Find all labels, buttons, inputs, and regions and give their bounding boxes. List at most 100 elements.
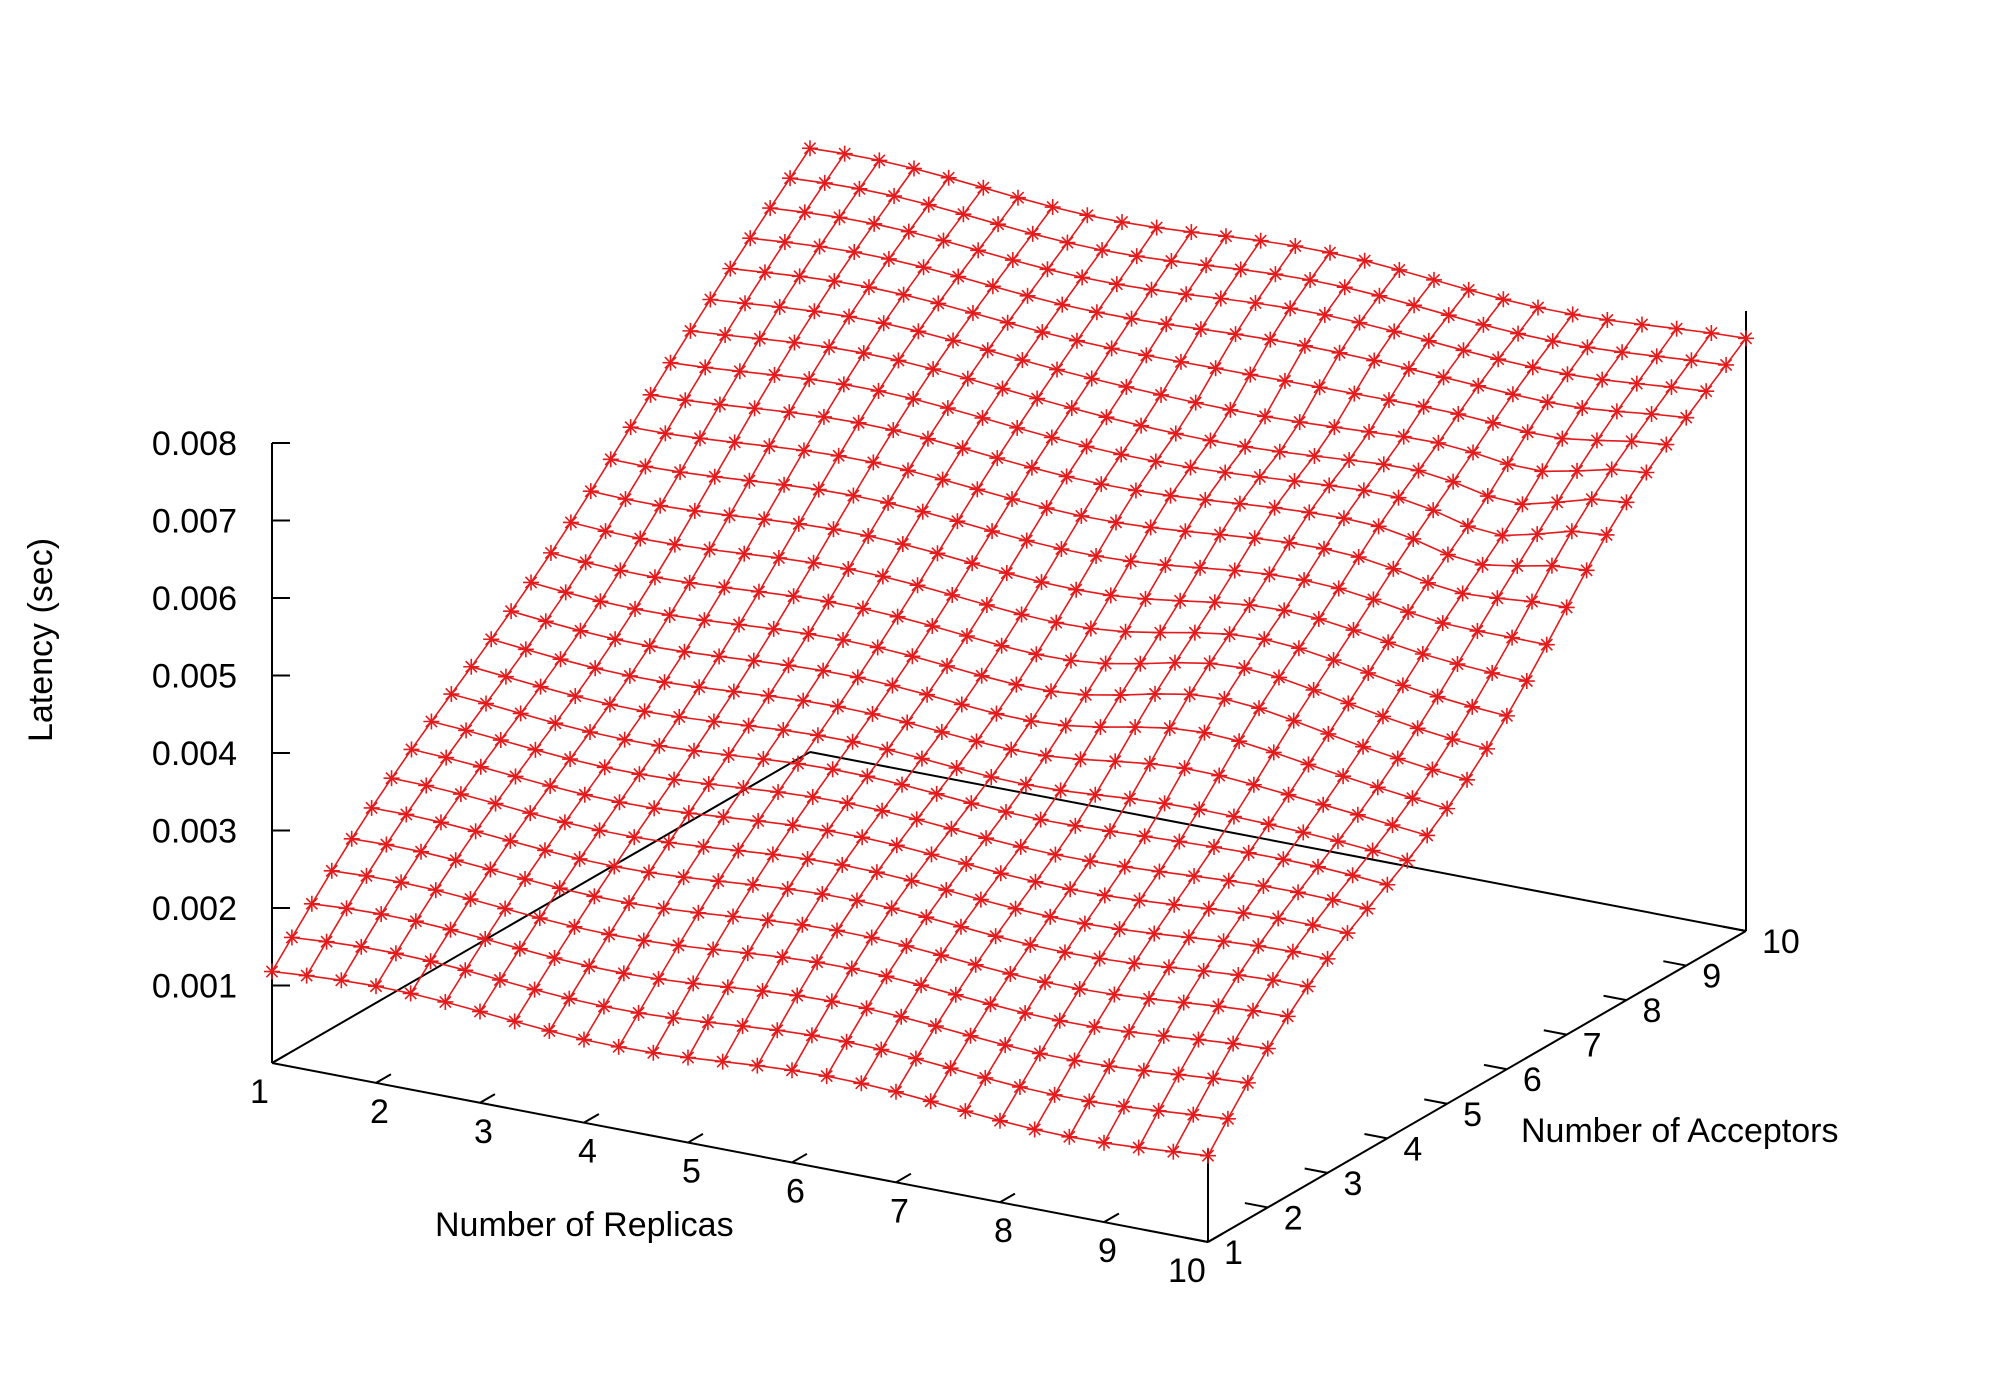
data-point [477,931,494,948]
mesh-line-replicas-20 [964,298,1504,1112]
data-point [507,768,524,785]
data-point [993,637,1010,654]
data-point [587,660,604,677]
data-point [1137,590,1154,607]
data-point [1158,316,1175,333]
data-point [809,954,826,971]
data-point [775,722,792,739]
data-point [947,986,964,1003]
data-point [1460,281,1477,298]
data-point [1201,655,1218,672]
data-point [957,1103,974,1120]
data-point [691,679,708,696]
mesh-line-replicas-1 [306,153,846,977]
data-point [577,554,594,571]
data-point [969,481,986,498]
z-tick-label: 0.001 [152,968,237,1006]
data-point [979,342,996,359]
data-point [1530,299,1546,316]
data-point [795,692,812,709]
data-point [1092,719,1109,736]
x-axis-label: Number of Replicas [435,1206,734,1244]
data-point [913,977,930,994]
data-point [1182,459,1199,476]
data-point [802,140,818,157]
data-point [845,487,862,504]
data-point [791,268,808,285]
data-point [1037,974,1054,991]
mesh-line-acceptors-1 [291,936,1228,1120]
data-point [1563,523,1580,540]
data-point [1155,1027,1172,1044]
data-point [841,308,858,325]
data-point [1386,323,1403,340]
x-tick [1103,1212,1120,1223]
data-point [1310,858,1326,875]
data-point [1439,546,1456,563]
data-point [596,759,613,776]
data-point [705,713,722,730]
data-point [681,574,698,591]
data-point [1663,379,1680,396]
data-point [1399,852,1416,869]
x-tick-label: 6 [786,1172,805,1210]
data-point [1628,375,1645,392]
data-point [472,1003,488,1020]
data-point [1012,838,1029,855]
data-point [740,717,757,734]
x-tick [895,1172,912,1184]
mesh-line-acceptors-5 [371,807,1308,988]
x-tick [271,1053,288,1064]
data-point [1057,717,1074,734]
data-point [1524,593,1540,610]
data-point [1406,297,1423,314]
data-point [1504,629,1521,646]
mesh-line-replicas-7 [514,206,1054,1022]
data-point [1061,1128,1078,1145]
data-point [722,260,739,277]
data-point [627,600,644,617]
data-point [512,705,529,722]
mesh-line-acceptors-17 [610,458,1547,646]
data-point [1718,356,1735,373]
data-point [612,562,629,579]
data-point [834,856,851,873]
data-point [655,900,672,917]
data-point [665,1010,682,1027]
data-point [1147,453,1164,470]
data-point [1638,464,1655,481]
data-point [1366,352,1383,369]
data-point [908,811,925,828]
data-point [1034,324,1051,341]
data-point [843,960,860,977]
mesh-line-replicas-19 [930,289,1470,1102]
data-point [796,204,813,221]
data-point [422,953,439,970]
data-point [1088,304,1105,321]
mesh-line-acceptors-22 [710,298,1647,474]
data-point [815,662,832,679]
data-point [1394,677,1411,694]
data-point [919,430,936,447]
data-point [1559,366,1576,383]
data-point [1163,253,1180,270]
data-point [617,491,634,508]
data-point [992,1112,1008,1129]
data-point [1211,767,1228,784]
data-point [875,315,892,332]
data-point [915,259,932,276]
data-point [1039,261,1056,278]
data-point [1225,808,1242,825]
data-point [1013,606,1030,623]
data-point [749,1057,766,1074]
data-point [858,1000,875,1017]
data-point [1068,581,1085,598]
data-point [1315,796,1332,813]
data-point [1054,296,1071,313]
data-point [1270,910,1287,927]
data-point [1384,817,1401,834]
data-point [759,912,776,929]
data-point [954,440,971,457]
data-point [1220,872,1237,889]
data-point [889,608,906,625]
